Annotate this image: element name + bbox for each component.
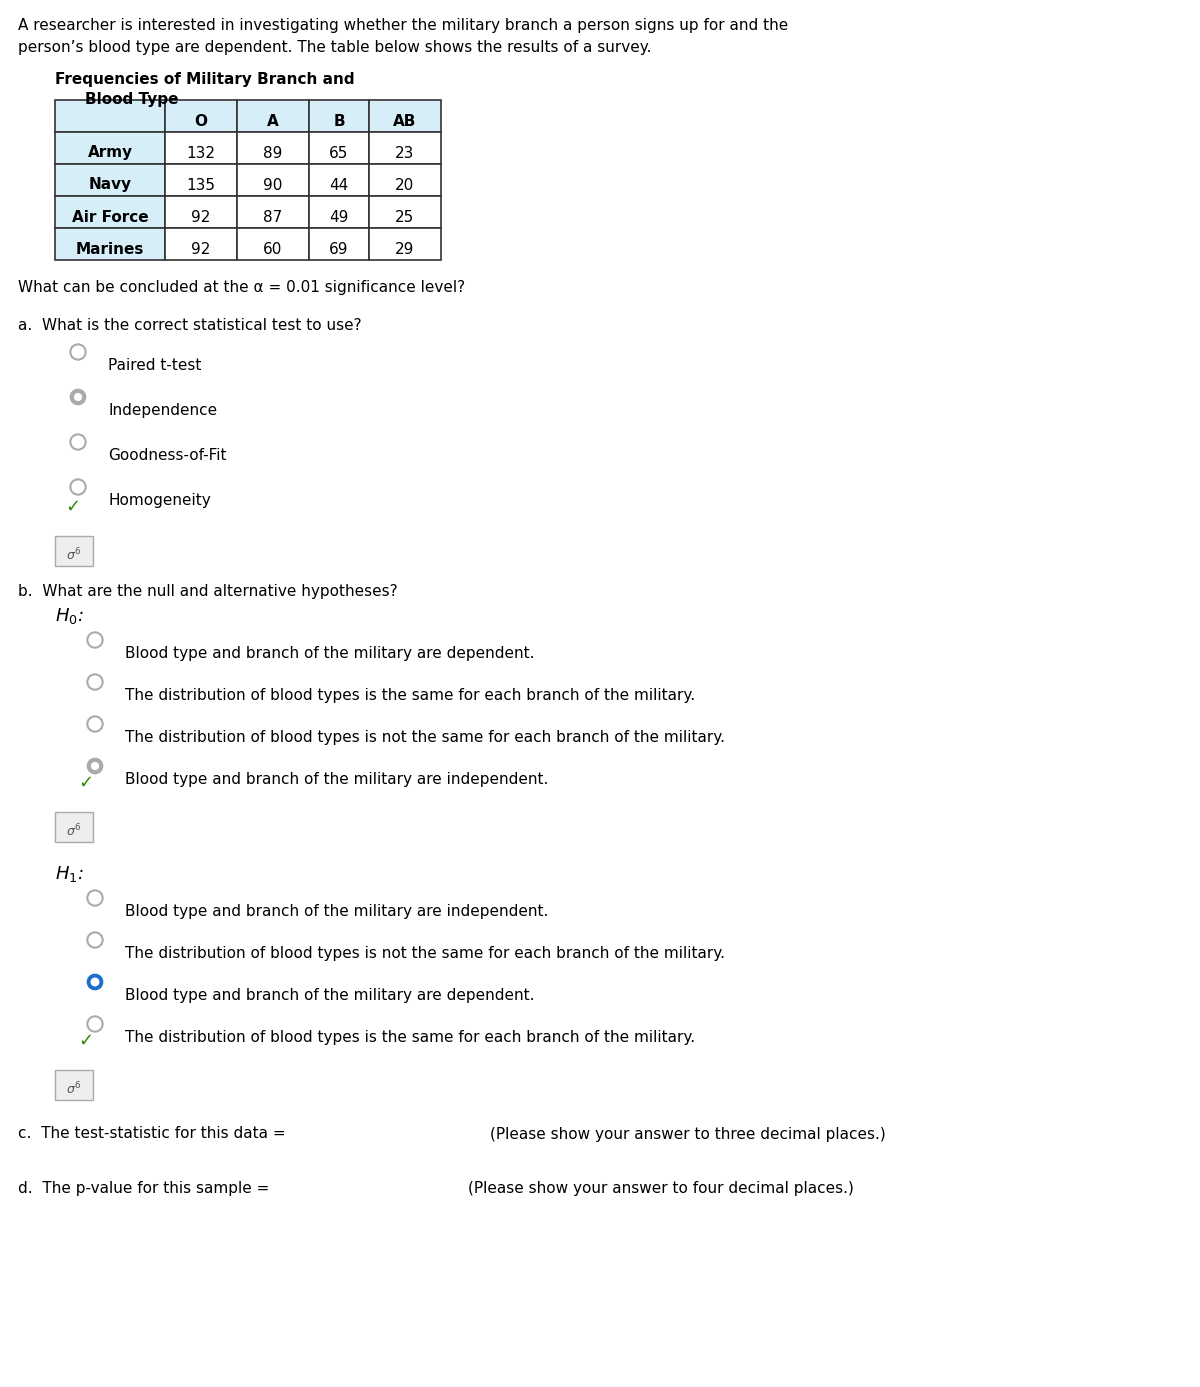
Text: 23: 23 <box>395 146 415 161</box>
Text: Blood type and branch of the military are independent.: Blood type and branch of the military ar… <box>125 904 548 920</box>
Text: A researcher is interested in investigating whether the military branch a person: A researcher is interested in investigat… <box>18 18 788 33</box>
Circle shape <box>88 1017 103 1032</box>
Text: ✓: ✓ <box>78 774 94 792</box>
Text: 49: 49 <box>329 209 349 225</box>
Circle shape <box>88 632 103 648</box>
Text: ✓: ✓ <box>65 498 80 516</box>
Circle shape <box>71 344 85 359</box>
Circle shape <box>71 480 85 495</box>
Text: Blood type and branch of the military are independent.: Blood type and branch of the military ar… <box>125 773 548 786</box>
Text: $H_0$:: $H_0$: <box>55 606 84 626</box>
Circle shape <box>91 763 98 770</box>
Text: 135: 135 <box>186 178 216 193</box>
Text: 92: 92 <box>191 241 211 257</box>
Circle shape <box>71 434 85 449</box>
Text: d.  The p-value for this sample =: d. The p-value for this sample = <box>18 1182 269 1197</box>
Text: $H_1$:: $H_1$: <box>55 864 84 884</box>
Text: 44: 44 <box>329 178 349 193</box>
Text: Blood type and branch of the military are dependent.: Blood type and branch of the military ar… <box>125 646 534 662</box>
Text: Blood type and branch of the military are dependent.: Blood type and branch of the military ar… <box>125 988 534 1003</box>
Text: 65: 65 <box>329 146 349 161</box>
Text: 69: 69 <box>329 241 349 257</box>
Text: 89: 89 <box>263 146 283 161</box>
Text: a.  What is the correct statistical test to use?: a. What is the correct statistical test … <box>18 318 361 333</box>
Text: $\sigma^6$: $\sigma^6$ <box>66 822 82 839</box>
Text: (Please show your answer to four decimal places.): (Please show your answer to four decimal… <box>468 1182 854 1197</box>
Text: Marines: Marines <box>76 241 144 257</box>
Text: person’s blood type are dependent. The table below shows the results of a survey: person’s blood type are dependent. The t… <box>18 40 652 55</box>
Text: b.  What are the null and alternative hypotheses?: b. What are the null and alternative hyp… <box>18 584 397 599</box>
Circle shape <box>88 932 103 947</box>
Text: A: A <box>268 114 278 129</box>
Text: 60: 60 <box>263 241 283 257</box>
Text: What can be concluded at the α = 0.01 significance level?: What can be concluded at the α = 0.01 si… <box>18 280 466 295</box>
Text: Frequencies of Military Branch and: Frequencies of Military Branch and <box>55 72 355 87</box>
Text: Homogeneity: Homogeneity <box>108 492 211 508</box>
Circle shape <box>88 974 103 990</box>
Text: 20: 20 <box>395 178 415 193</box>
Text: 87: 87 <box>263 209 283 225</box>
Text: c.  The test-statistic for this data =: c. The test-statistic for this data = <box>18 1126 286 1142</box>
Text: (Please show your answer to three decimal places.): (Please show your answer to three decima… <box>490 1126 886 1142</box>
Circle shape <box>74 394 82 401</box>
Text: The distribution of blood types is not the same for each branch of the military.: The distribution of blood types is not t… <box>125 946 725 961</box>
Text: $\sigma^6$: $\sigma^6$ <box>66 1080 82 1097</box>
Text: The distribution of blood types is the same for each branch of the military.: The distribution of blood types is the s… <box>125 688 695 703</box>
Text: $\sigma^6$: $\sigma^6$ <box>66 546 82 563</box>
Circle shape <box>88 759 103 774</box>
Circle shape <box>88 890 103 906</box>
Text: Navy: Navy <box>89 178 132 193</box>
Text: The distribution of blood types is the same for each branch of the military.: The distribution of blood types is the s… <box>125 1031 695 1044</box>
Text: 90: 90 <box>263 178 283 193</box>
Text: 29: 29 <box>395 241 415 257</box>
Text: Air Force: Air Force <box>72 209 149 225</box>
Text: O: O <box>194 114 208 129</box>
Text: Paired t-test: Paired t-test <box>108 358 202 373</box>
Text: 92: 92 <box>191 209 211 225</box>
Text: B: B <box>334 114 344 129</box>
Text: Independence: Independence <box>108 404 217 417</box>
Text: Blood Type: Blood Type <box>85 92 179 107</box>
Text: 25: 25 <box>395 209 415 225</box>
Circle shape <box>88 716 103 732</box>
Circle shape <box>88 674 103 689</box>
Circle shape <box>71 390 85 405</box>
Circle shape <box>91 978 98 986</box>
Text: 132: 132 <box>186 146 216 161</box>
Text: Army: Army <box>88 146 132 161</box>
Text: Goodness-of-Fit: Goodness-of-Fit <box>108 448 227 463</box>
Text: AB: AB <box>394 114 416 129</box>
Text: The distribution of blood types is not the same for each branch of the military.: The distribution of blood types is not t… <box>125 730 725 745</box>
Text: ✓: ✓ <box>78 1032 94 1050</box>
